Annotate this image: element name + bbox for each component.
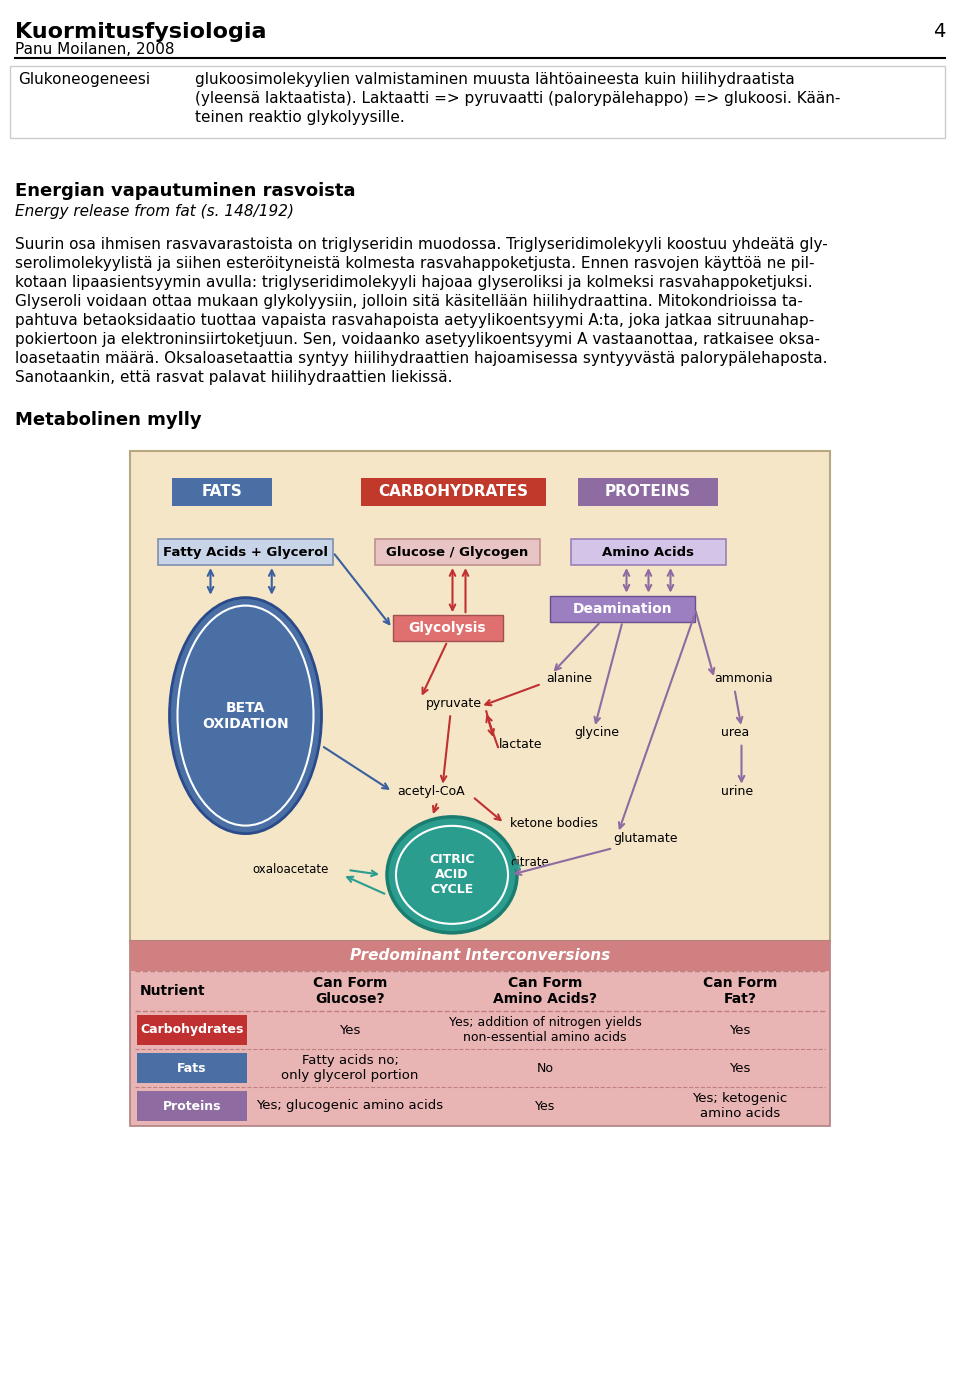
Text: Nutrient: Nutrient <box>140 984 205 998</box>
Bar <box>10 66 945 138</box>
Bar <box>130 941 830 1126</box>
Text: pokiertoon ja elektroninsiirtoketjuun. Sen, voidaanko asetyylikoentsyymi A vasta: pokiertoon ja elektroninsiirtoketjuun. S… <box>15 332 820 347</box>
Bar <box>158 539 333 565</box>
Bar <box>130 452 830 941</box>
Text: 4: 4 <box>932 22 945 40</box>
Text: Predominant Interconversions: Predominant Interconversions <box>349 948 611 963</box>
Text: Suurin osa ihmisen rasvavarastoista on triglyseridin muodossa. Triglyseridimolek: Suurin osa ihmisen rasvavarastoista on t… <box>15 237 828 252</box>
Text: Yes; glucogenic amino acids: Yes; glucogenic amino acids <box>256 1100 444 1112</box>
Text: Yes; addition of nitrogen yields
non-essential amino acids: Yes; addition of nitrogen yields non-ess… <box>448 1016 641 1044</box>
Text: urea: urea <box>722 726 750 739</box>
Text: Yes: Yes <box>730 1023 751 1037</box>
Text: pahtuva betaoksidaatio tuottaa vapaista rasvahapoista aetyylikoentsyymi A:ta, jo: pahtuva betaoksidaatio tuottaa vapaista … <box>15 314 814 328</box>
Bar <box>137 1092 247 1121</box>
Text: Proteins: Proteins <box>163 1100 221 1112</box>
Text: CITRIC
ACID
CYCLE: CITRIC ACID CYCLE <box>429 853 475 896</box>
Bar <box>550 595 695 622</box>
Text: oxaloacetate: oxaloacetate <box>252 863 329 877</box>
Text: Glyseroli voidaan ottaa mukaan glykolyysiin, jolloin sitä käsitellään hiilihydra: Glyseroli voidaan ottaa mukaan glykolyys… <box>15 294 803 309</box>
Text: Yes: Yes <box>339 1023 361 1037</box>
Bar <box>578 478 718 506</box>
Text: Yes; ketogenic
amino acids: Yes; ketogenic amino acids <box>692 1092 787 1119</box>
Text: teinen reaktio glykolyysille.: teinen reaktio glykolyysille. <box>195 110 405 125</box>
Bar <box>571 539 726 565</box>
Text: PROTEINS: PROTEINS <box>605 485 691 499</box>
Text: Fatty Acids + Glycerol: Fatty Acids + Glycerol <box>163 545 328 559</box>
Text: acetyl-CoA: acetyl-CoA <box>397 785 466 797</box>
Bar <box>137 1015 247 1046</box>
Bar <box>375 539 540 565</box>
Text: lactate: lactate <box>499 739 542 751</box>
Text: ketone bodies: ketone bodies <box>510 817 597 829</box>
Text: No: No <box>537 1061 554 1075</box>
Text: urine: urine <box>722 785 754 797</box>
Bar <box>393 615 502 641</box>
Text: ammonia: ammonia <box>714 672 773 686</box>
Text: CARBOHYDRATES: CARBOHYDRATES <box>378 485 529 499</box>
Text: Glycolysis: Glycolysis <box>409 622 487 636</box>
Ellipse shape <box>387 817 517 933</box>
Text: Energian vapautuminen rasvoista: Energian vapautuminen rasvoista <box>15 183 355 199</box>
Text: Kuormitusfysiologia: Kuormitusfysiologia <box>15 22 267 42</box>
Text: Can Form
Amino Acids?: Can Form Amino Acids? <box>493 976 597 1006</box>
Text: pyruvate: pyruvate <box>425 697 482 710</box>
Text: citrate: citrate <box>510 856 549 868</box>
Bar <box>137 1052 247 1083</box>
Text: Yes: Yes <box>535 1100 555 1112</box>
Text: Amino Acids: Amino Acids <box>603 545 694 559</box>
Text: Energy release from fat (s. 148/192): Energy release from fat (s. 148/192) <box>15 204 294 219</box>
Text: Carbohydrates: Carbohydrates <box>140 1023 244 1037</box>
Text: Can Form
Fat?: Can Form Fat? <box>703 976 778 1006</box>
Text: FATS: FATS <box>202 485 242 499</box>
Text: Panu Moilanen, 2008: Panu Moilanen, 2008 <box>15 42 175 57</box>
Text: (yleensä laktaatista). Laktaatti => pyruvaatti (palorypälehappo) => glukoosi. Kä: (yleensä laktaatista). Laktaatti => pyru… <box>195 91 840 106</box>
Text: Glukoneogeneesi: Glukoneogeneesi <box>18 72 150 86</box>
Text: kotaan lipaasientsyymin avulla: triglyseridimolekyyli hajoaa glyseroliksi ja kol: kotaan lipaasientsyymin avulla: triglyse… <box>15 275 812 290</box>
Text: Metabolinen mylly: Metabolinen mylly <box>15 411 202 429</box>
Ellipse shape <box>170 598 322 834</box>
Text: Fatty acids no;
only glycerol portion: Fatty acids no; only glycerol portion <box>281 1054 419 1082</box>
Text: glukoosimolekyylien valmistaminen muusta lähtöaineesta kuin hiilihydraatista: glukoosimolekyylien valmistaminen muusta… <box>195 72 795 86</box>
Bar <box>130 941 830 972</box>
Text: serolimolekyylistä ja siihen esteröityneistä kolmesta rasvahappoketjusta. Ennen : serolimolekyylistä ja siihen esteröityne… <box>15 256 814 270</box>
Text: Yes: Yes <box>730 1061 751 1075</box>
Text: glycine: glycine <box>574 726 619 739</box>
Text: alanine: alanine <box>546 672 592 686</box>
Text: Deamination: Deamination <box>573 602 672 616</box>
Text: glutamate: glutamate <box>613 832 678 845</box>
Text: loasetaatin määrä. Oksaloasetaattia syntyy hiilihydraattien hajoamisessa syntyyv: loasetaatin määrä. Oksaloasetaattia synt… <box>15 351 828 367</box>
Text: Can Form
Glucose?: Can Form Glucose? <box>313 976 387 1006</box>
Bar <box>361 478 546 506</box>
Text: Sanotaankin, että rasvat palavat hiilihydraattien liekissä.: Sanotaankin, että rasvat palavat hiilihy… <box>15 369 452 385</box>
Bar <box>172 478 272 506</box>
Text: BETA
OXIDATION: BETA OXIDATION <box>203 701 289 730</box>
Text: Fats: Fats <box>178 1061 206 1075</box>
Text: Glucose / Glycogen: Glucose / Glycogen <box>386 545 529 559</box>
